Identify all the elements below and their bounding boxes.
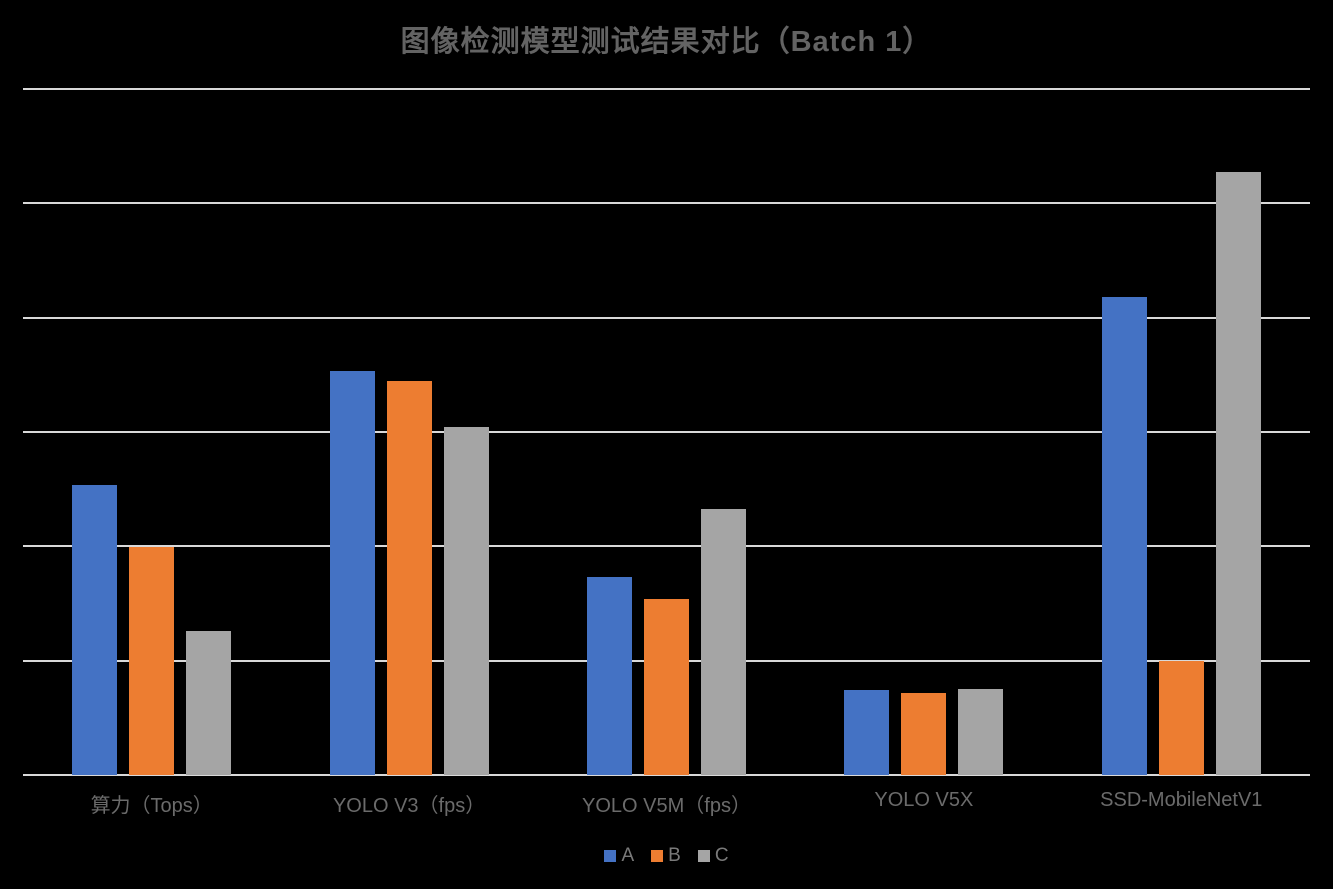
legend: A B C xyxy=(0,845,1333,867)
category-label: YOLO V3（fps） xyxy=(332,795,486,817)
category-label: YOLO V5M（fps） xyxy=(582,795,751,817)
bar-series-c-5 xyxy=(1215,172,1261,775)
gridline xyxy=(23,316,1310,319)
legend-swatch-icon xyxy=(651,850,664,862)
bar-series-b-4 xyxy=(901,693,947,775)
gridline xyxy=(23,202,1310,205)
legend-label: B xyxy=(668,845,681,866)
gridline xyxy=(23,431,1310,433)
bar-series-b-5 xyxy=(1158,661,1204,775)
bar-series-a-3 xyxy=(587,577,632,775)
category-label: SSD-MobileNetV1 xyxy=(1100,789,1263,811)
legend-swatch-icon xyxy=(697,850,710,862)
x-axis-line xyxy=(23,774,1310,776)
bar-series-a-2 xyxy=(329,371,375,775)
category-label: 算力（Tops） xyxy=(90,795,213,817)
bar-series-b-2 xyxy=(386,381,432,775)
legend-label: A xyxy=(621,845,635,866)
legend-label: C xyxy=(714,845,729,866)
bar-series-c-4 xyxy=(958,689,1004,775)
bar-series-c-1 xyxy=(186,631,232,775)
category-label: YOLO V5X xyxy=(874,789,974,811)
bar-series-c-2 xyxy=(443,427,489,775)
legend-item-a: A xyxy=(604,845,634,867)
gridline xyxy=(23,545,1310,548)
bar-series-c-3 xyxy=(701,509,746,775)
chart-title: 图像检测模型测试结果对比（Batch 1） xyxy=(400,26,933,58)
plot-area xyxy=(23,88,1310,776)
bar-series-a-5 xyxy=(1101,297,1147,775)
legend-item-c: C xyxy=(697,845,729,867)
bar-series-a-4 xyxy=(844,690,890,775)
legend-swatch-icon xyxy=(604,850,617,862)
gridline xyxy=(23,88,1310,90)
bar-series-b-3 xyxy=(644,599,689,775)
legend-item-b: B xyxy=(651,845,681,867)
bar-series-a-1 xyxy=(72,485,118,775)
bar-series-b-1 xyxy=(129,547,175,775)
